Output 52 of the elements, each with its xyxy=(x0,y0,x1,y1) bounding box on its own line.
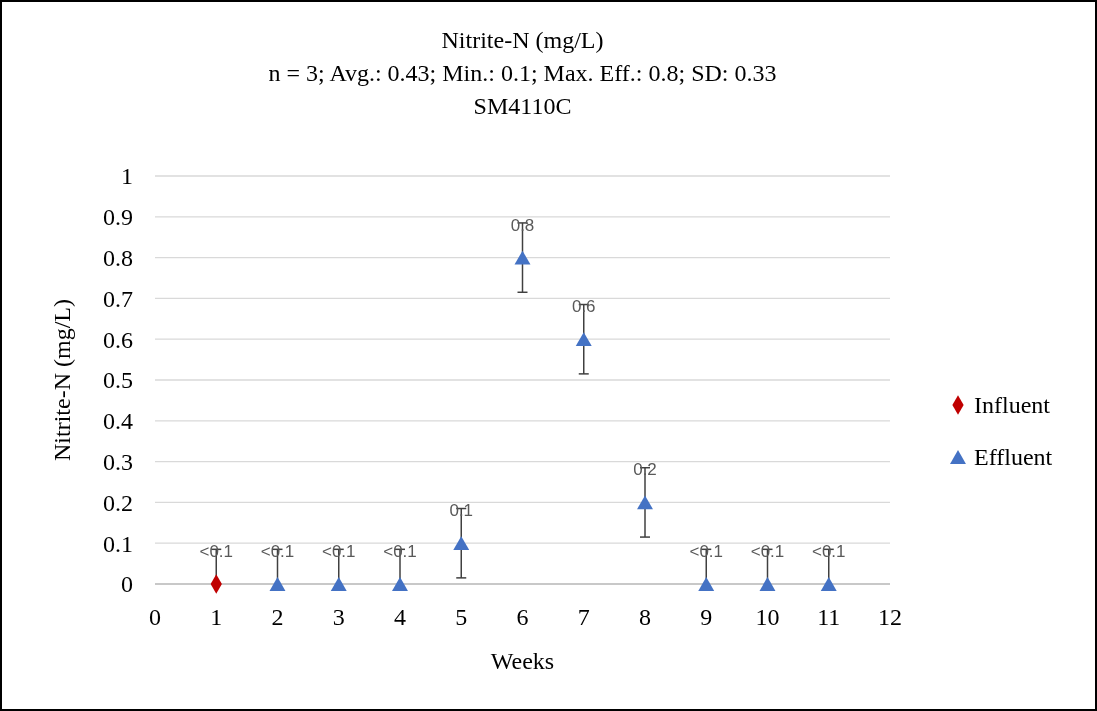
point xyxy=(514,250,531,265)
data-label: <0.1 xyxy=(383,542,417,561)
data-label: 0.1 xyxy=(449,501,474,521)
x-tick-label: 12 xyxy=(878,604,902,630)
data-label: 0.2 xyxy=(633,460,657,480)
text: SM4110C xyxy=(473,93,572,119)
data-label: <0.1 xyxy=(199,542,234,561)
point xyxy=(269,577,286,591)
x-tick-label: 7 xyxy=(577,604,590,630)
y-tick-label: 0.6 xyxy=(103,326,133,353)
point xyxy=(453,536,470,551)
y-tick-label: 0.8 xyxy=(103,245,133,271)
point xyxy=(392,577,408,591)
chart-title: Nitrite-N (mg/L) xyxy=(441,27,604,53)
x-tick-label: 5 xyxy=(455,604,468,630)
data-label: 0.6 xyxy=(571,297,596,317)
point xyxy=(759,577,776,591)
y-tick-label: 1 xyxy=(121,163,133,190)
chart-subtitle: n = 3; Avg.: 0.43; Min.: 0.1; Max. Eff.: 0.8; SD: 0.33 xyxy=(268,60,777,86)
y-tick-label: 0.3 xyxy=(103,449,133,475)
x-tick-label: 0 xyxy=(149,604,161,630)
data-label: <0.1 xyxy=(811,542,846,561)
x-tick-label: 2 xyxy=(271,604,284,630)
data-label: 0.8 xyxy=(510,215,535,235)
x-tick-label: 6 xyxy=(516,604,529,630)
y-tick-label: 0.2 xyxy=(103,489,133,516)
legend-label: Effluent xyxy=(974,444,1053,471)
y-tick-label: 0.5 xyxy=(103,367,133,394)
y-tick-label: 0 xyxy=(121,571,133,598)
point xyxy=(575,332,592,347)
point xyxy=(330,577,347,591)
x-tick-label: 1 xyxy=(210,604,223,630)
x-tick-label: 10 xyxy=(755,604,780,630)
data-label: <0.1 xyxy=(750,542,785,561)
point xyxy=(637,495,653,510)
x-tick-label: 11 xyxy=(817,604,841,630)
x-tick-label: 4 xyxy=(394,604,406,630)
x-tick-label: 9 xyxy=(700,604,713,630)
y-tick-label: 0.1 xyxy=(103,530,133,557)
data-label: <0.1 xyxy=(321,542,356,561)
point xyxy=(820,577,837,591)
y-tick-label: 0.9 xyxy=(103,204,133,231)
data-label: <0.1 xyxy=(689,542,724,561)
legend-label: Influent xyxy=(974,392,1051,419)
y-tick-label: 0.4 xyxy=(103,408,133,435)
x-tick-label: 8 xyxy=(639,604,651,630)
y-axis-title: Nitrite-N (mg/L) xyxy=(49,299,75,461)
x-axis-title: Weeks xyxy=(490,648,555,674)
x-tick-label: 3 xyxy=(332,604,345,630)
data-label: <0.1 xyxy=(260,542,295,561)
y-tick-label: 0.7 xyxy=(103,285,133,312)
point xyxy=(698,577,715,591)
